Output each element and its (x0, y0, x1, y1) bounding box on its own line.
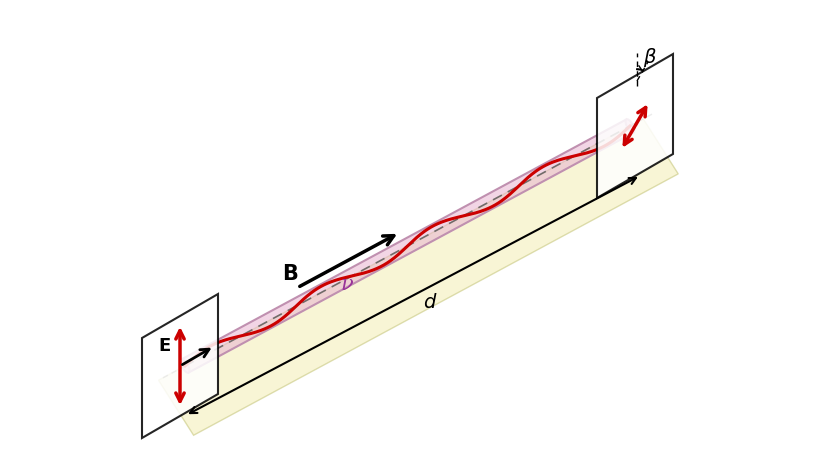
Polygon shape (626, 119, 634, 133)
Polygon shape (182, 119, 633, 373)
Text: B: B (282, 264, 298, 284)
Text: β: β (643, 48, 656, 67)
Polygon shape (142, 294, 218, 438)
Polygon shape (159, 119, 678, 435)
Text: E: E (158, 337, 170, 355)
Polygon shape (181, 359, 189, 373)
Polygon shape (597, 54, 673, 198)
Text: d: d (423, 292, 436, 311)
Text: ν: ν (341, 275, 354, 294)
